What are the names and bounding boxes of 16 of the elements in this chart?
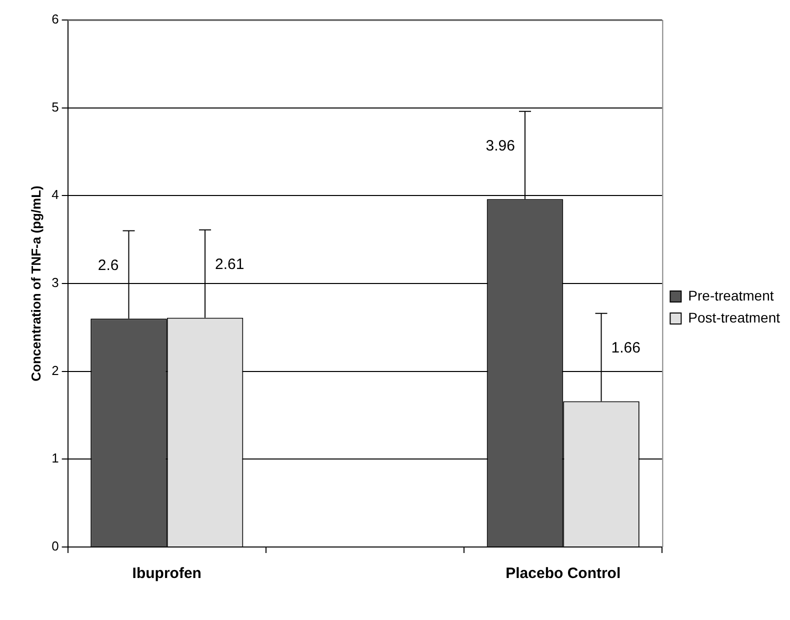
- data-label: 1.66: [611, 340, 640, 357]
- data-label: 2.61: [215, 256, 244, 274]
- y-axis-title: Concentration of TNF-a (pg/mL): [28, 186, 44, 382]
- y-tick-label: 4: [52, 187, 59, 202]
- x-tick-label: Ibuprofen: [132, 565, 202, 582]
- x-tick-label: Placebo Control: [506, 565, 621, 582]
- data-label: 2.6: [98, 257, 119, 274]
- y-tick-label: 6: [52, 12, 59, 27]
- y-tick-label: 0: [52, 538, 59, 554]
- y-tick-label: 2: [52, 362, 59, 378]
- y-tick-label: 5: [52, 99, 59, 114]
- y-tick-label: 1: [52, 450, 59, 466]
- data-label: 3.96: [486, 138, 515, 155]
- legend-label: Post-treatment: [688, 309, 780, 326]
- legend-label: Pre-treatment: [688, 287, 774, 304]
- y-tick-label: 3: [52, 275, 59, 290]
